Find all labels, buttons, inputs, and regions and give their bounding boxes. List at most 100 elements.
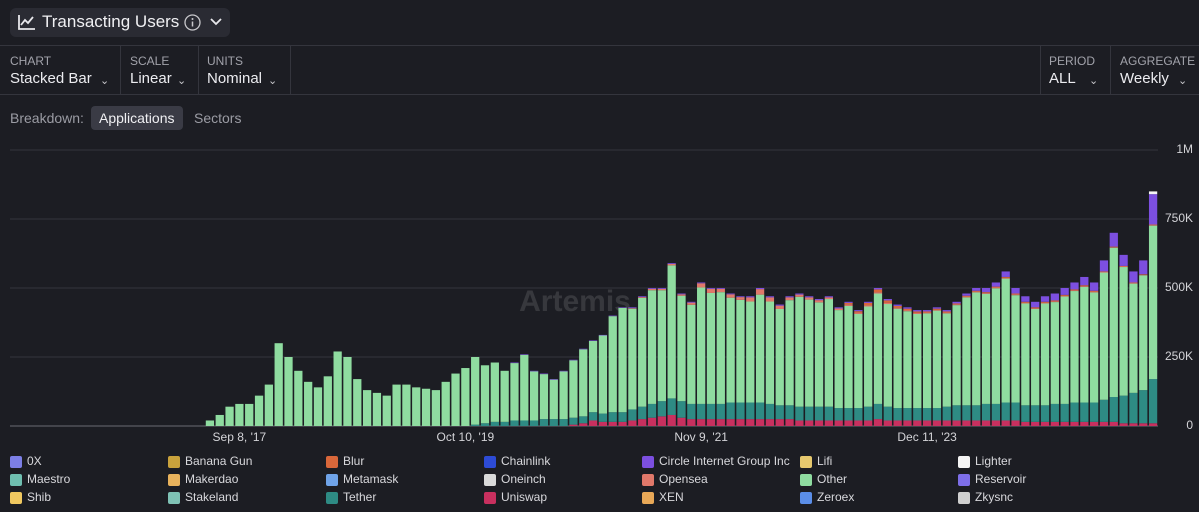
bar-segment xyxy=(962,297,971,406)
bar-segment xyxy=(844,302,853,305)
bar-segment xyxy=(942,310,951,312)
bar-segment xyxy=(1050,293,1059,301)
bar-segment xyxy=(765,301,775,404)
bar-segment xyxy=(1090,421,1099,426)
bar-segment xyxy=(500,421,509,426)
bar-segment xyxy=(1021,302,1030,304)
separator xyxy=(198,46,199,94)
bar-segment xyxy=(628,308,637,410)
chevron[interactable]: ⌄ xyxy=(268,75,278,87)
title-box[interactable]: Transacting Users xyxy=(10,8,230,37)
bar-segment xyxy=(991,403,1001,421)
control-value[interactable]: ALL xyxy=(1049,70,1076,87)
bar-segment xyxy=(952,405,961,421)
bar-segment xyxy=(647,288,657,291)
bar-segment xyxy=(1080,286,1089,287)
bar-segment xyxy=(1099,271,1109,272)
bar-segment xyxy=(1148,191,1158,195)
bar-segment xyxy=(1050,300,1059,302)
control-value[interactable]: Nominal xyxy=(207,70,263,87)
bar-segment xyxy=(795,406,804,421)
bar-segment xyxy=(687,304,696,404)
bar-segment xyxy=(667,398,676,415)
bar-segment xyxy=(834,308,843,311)
breakdown-option-active[interactable]: Applications xyxy=(91,106,183,130)
bar-segment xyxy=(539,373,549,375)
info-icon[interactable] xyxy=(184,14,201,31)
bar-segment xyxy=(480,365,490,424)
bar-segment xyxy=(854,311,863,313)
bar-segment xyxy=(569,424,578,426)
bar-segment xyxy=(883,420,892,426)
bar-segment xyxy=(805,420,814,426)
bar-segment xyxy=(1001,277,1010,279)
chevron[interactable]: ⌄ xyxy=(1178,75,1188,87)
bar-segment xyxy=(510,362,519,364)
bar-segment xyxy=(903,420,912,426)
bar-segment xyxy=(903,311,912,409)
dropdown-chevron[interactable] xyxy=(210,17,222,27)
bar-segment xyxy=(972,420,981,426)
bar-segment xyxy=(962,296,971,298)
bar-segment xyxy=(981,403,991,421)
bar-segment xyxy=(569,417,578,425)
chevron[interactable]: ⌄ xyxy=(177,75,187,87)
x-tick-label: Dec 11, '23 xyxy=(897,430,957,444)
bar-segment xyxy=(225,406,234,426)
bar-segment xyxy=(1119,254,1128,266)
bar-segment xyxy=(962,295,971,297)
controls-bar: CHART Stacked Bar ⌄ SCALE Linear ⌄ UNITS… xyxy=(0,45,1199,95)
bar-segment xyxy=(844,420,853,426)
control-value[interactable]: Linear xyxy=(130,70,172,87)
bar-segment xyxy=(451,373,460,426)
bar-segment xyxy=(697,283,706,288)
bar-segment xyxy=(588,340,598,413)
bar-segment xyxy=(323,376,332,426)
bar-segment xyxy=(412,387,421,426)
bar-segment xyxy=(873,288,883,290)
bar-segment xyxy=(1050,301,1059,303)
bar-segment xyxy=(962,293,971,296)
x-tick-label: Nov 9, '21 xyxy=(674,430,728,444)
bar-segment xyxy=(775,305,784,309)
control-value[interactable]: Weekly xyxy=(1120,70,1169,87)
bar-segment xyxy=(785,405,794,420)
bar-segment xyxy=(559,371,568,420)
bar-segment xyxy=(981,288,991,293)
bars xyxy=(205,191,1158,426)
legend-swatch xyxy=(326,456,338,468)
bar-segment xyxy=(1031,308,1040,309)
bar-segment xyxy=(913,408,922,421)
bar-segment xyxy=(873,289,883,293)
bar-segment xyxy=(1109,421,1118,426)
bar-segment xyxy=(746,419,755,426)
bar-segment xyxy=(1070,421,1079,426)
legend-label: XEN xyxy=(659,490,684,504)
chevron[interactable]: ⌄ xyxy=(100,75,110,87)
bar-segment xyxy=(608,315,617,317)
bar-segment xyxy=(795,420,804,426)
bar-segment xyxy=(903,408,912,421)
bar-segment xyxy=(1119,267,1128,396)
bar-segment xyxy=(991,286,1001,288)
chevron[interactable]: ⌄ xyxy=(1089,75,1099,87)
bar-segment xyxy=(697,403,706,420)
bar-segment xyxy=(1090,282,1099,291)
bar-segment xyxy=(1060,296,1069,404)
bar-segment xyxy=(1080,285,1089,287)
bar-segment xyxy=(755,288,765,290)
bar-segment xyxy=(1021,405,1030,422)
bar-segment xyxy=(697,419,706,426)
bar-segment xyxy=(1040,405,1050,422)
bar-segment xyxy=(834,420,843,426)
bar-segment xyxy=(1021,296,1030,302)
control-value[interactable]: Stacked Bar xyxy=(10,70,92,87)
bar-segment xyxy=(628,307,637,309)
bar-segment xyxy=(972,288,981,291)
bar-segment xyxy=(588,412,598,421)
separator xyxy=(1040,46,1041,94)
bar-segment xyxy=(755,419,765,426)
breakdown-option[interactable]: Sectors xyxy=(194,110,242,126)
bar-segment xyxy=(795,293,804,295)
legend-label: Blur xyxy=(343,454,364,468)
